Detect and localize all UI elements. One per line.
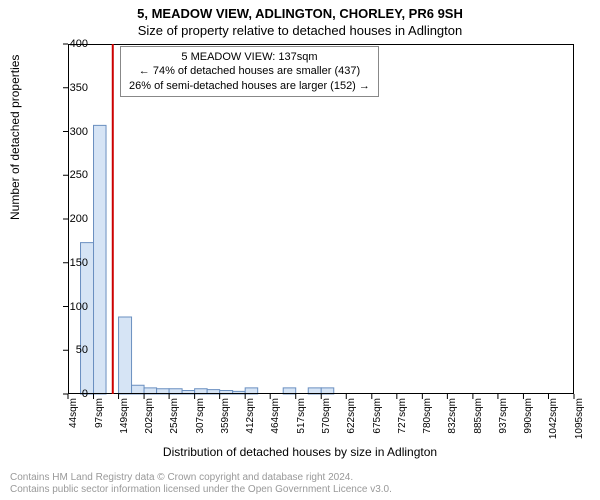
x-tick-label: 675sqm [372, 398, 383, 448]
y-tick-label: 300 [58, 126, 88, 138]
x-tick-label: 359sqm [220, 398, 231, 448]
x-tick-label: 202sqm [144, 398, 155, 448]
x-axis-label: Distribution of detached houses by size … [0, 445, 600, 459]
footer-attribution: Contains HM Land Registry data © Crown c… [10, 472, 392, 496]
y-tick-label: 100 [58, 301, 88, 313]
x-tick-label: 412sqm [245, 398, 256, 448]
footer-line2: Contains public sector information licen… [10, 484, 392, 496]
footer-line1: Contains HM Land Registry data © Crown c… [10, 472, 392, 484]
y-tick-label: 250 [58, 169, 88, 181]
x-tick-label: 307sqm [195, 398, 206, 448]
x-tick-label: 1042sqm [548, 398, 559, 448]
y-tick-label: 150 [58, 257, 88, 269]
x-tick-label: 254sqm [169, 398, 180, 448]
y-tick-label: 350 [58, 82, 88, 94]
x-tick-label: 464sqm [270, 398, 281, 448]
x-tick-label: 149sqm [119, 398, 130, 448]
annotation-line1: 5 MEADOW VIEW: 137sqm [129, 50, 370, 64]
x-tick-label: 727sqm [397, 398, 408, 448]
title-main: 5, MEADOW VIEW, ADLINGTON, CHORLEY, PR6 … [0, 0, 600, 21]
x-tick-label: 937sqm [498, 398, 509, 448]
y-tick-label: 50 [58, 344, 88, 356]
x-tick-label: 622sqm [346, 398, 357, 448]
title-sub: Size of property relative to detached ho… [0, 21, 600, 38]
x-tick-label: 885sqm [473, 398, 484, 448]
annotation-line3: 26% of semi-detached houses are larger (… [129, 79, 370, 93]
chart-container: 5, MEADOW VIEW, ADLINGTON, CHORLEY, PR6 … [0, 0, 600, 500]
x-tick-label: 517sqm [296, 398, 307, 448]
annotation-line2: ← 74% of detached houses are smaller (43… [129, 64, 370, 78]
annotation-box: 5 MEADOW VIEW: 137sqm ← 74% of detached … [120, 46, 379, 97]
x-tick-label: 832sqm [447, 398, 458, 448]
y-axis-label: Number of detached properties [8, 55, 22, 220]
x-tick-label: 570sqm [321, 398, 332, 448]
x-tick-label: 44sqm [68, 398, 79, 448]
x-tick-label: 780sqm [422, 398, 433, 448]
x-tick-label: 1095sqm [574, 398, 585, 448]
y-tick-label: 200 [58, 213, 88, 225]
x-tick-label: 990sqm [523, 398, 534, 448]
x-tick-label: 97sqm [94, 398, 105, 448]
y-tick-label: 400 [58, 38, 88, 50]
